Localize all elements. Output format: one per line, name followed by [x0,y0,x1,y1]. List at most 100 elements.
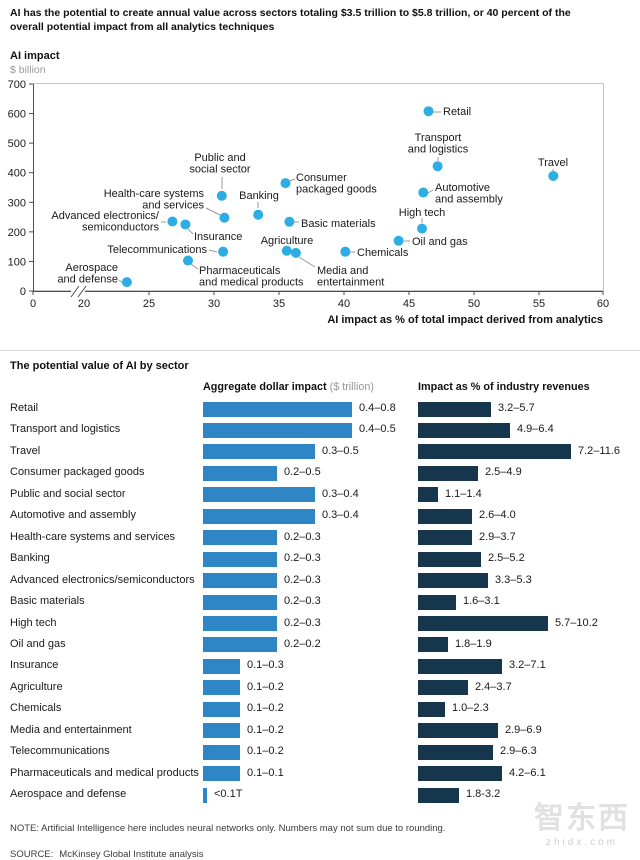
scatter-point-label: Aerospace [65,262,118,274]
scatter-point-label: and medical products [199,277,304,289]
dollar-impact-bar [203,465,277,481]
scatter-chart: 0 100 200 300 400 500 600 700 0 20 25 30 35 40 45 50 55 6… [8,79,609,310]
dollar-impact-value: <0.1T [214,788,243,801]
sector-label: Basic materials [10,595,85,608]
sector-label: High tech [10,616,57,629]
dollar-impact-bar [203,616,277,631]
pct-revenue-value: 3.2–7.1 [509,659,546,672]
zhidx-watermark-url: zhidx.com [545,837,618,848]
sector-label: Agriculture [10,680,63,693]
scatter-point [423,106,434,117]
pct-revenue-value: 2.5–4.9 [485,466,522,479]
scatter-point [218,246,229,257]
dollar-impact-value: 0.3–0.5 [322,444,359,457]
pct-revenue-bar [418,444,571,460]
dollar-impact-value: 0.2–0.3 [284,573,321,586]
dollar-impact-bar [203,487,315,503]
scatter-point [418,187,429,198]
dollar-impact-value: 0.1–0.2 [247,745,284,758]
pct-revenue-value: 3.2–5.7 [498,402,535,414]
dollar-impact-bar [203,723,240,739]
scatter-point-label: packaged goods [296,184,377,196]
column-header-pct-revenues: Impact as % of industry revenues [418,381,590,393]
x-tick-label: 60 [597,298,609,310]
pct-revenue-value: 2.4–3.7 [475,680,512,693]
scatter-y-axis-title: AI impact [10,50,60,62]
sector-label: Banking [10,552,50,565]
x-tick-label: 30 [208,298,220,310]
scatter-point-label: social sector [189,164,250,176]
scatter-point-label: Media and [317,265,368,277]
axis-break-slash [77,285,87,298]
sector-label: Telecommunications [10,745,110,758]
y-tick-label: 0 [20,286,26,298]
dollar-impact-value: 0.1–0.1 [247,766,284,779]
dollar-impact-value: 0.1–0.2 [247,702,284,715]
scatter-point-label: Travel [538,157,568,169]
dollar-impact-bar [203,766,240,782]
pct-revenue-bar [418,766,502,782]
pct-revenue-bar [418,680,468,696]
pct-revenue-bar [418,508,472,524]
dollar-impact-value: 0.3–0.4 [322,487,359,500]
scatter-point-label: Basic materials [301,218,376,230]
pct-revenue-value: 1.1–1.4 [445,487,482,500]
pct-revenue-bar [418,701,445,717]
scatter-point [417,223,427,234]
scatter-point [340,246,351,257]
pct-revenue-value: 5.7–10.2 [555,616,598,629]
pct-revenue-value: 1.6–3.1 [463,595,500,608]
sector-label: Health-care systems and services [10,530,176,543]
pct-revenue-bar [418,530,472,546]
pct-revenue-value: 4.9–6.4 [517,423,554,436]
dollar-impact-bar [203,444,315,460]
dollar-impact-bar [203,530,277,546]
y-tick-label: 300 [8,197,26,209]
scatter-point-label: and assembly [435,194,503,206]
scatter-point [216,190,227,201]
label-connector [205,207,221,216]
scatter-point [121,277,132,288]
dollar-impact-bar [203,573,277,589]
dollar-impact-value: 0.1–0.2 [247,723,284,736]
pct-revenue-value: 4.2–6.1 [509,766,546,779]
scatter-point-label: Health-care systems [104,188,205,200]
pct-revenue-bar [418,594,456,610]
sector-label: Aerospace and defense [10,788,127,801]
x-tick-label: 35 [273,298,285,310]
scatter-point-label: Public and [194,152,245,164]
x-tick-label: 20 [78,298,90,310]
scatter-point [180,219,191,230]
scatter-point-label: Pharmaceuticals [199,265,281,277]
section-divider [0,350,640,351]
pct-revenue-bar [418,422,510,438]
pct-revenue-bar [418,616,548,631]
scatter-point [548,170,559,181]
sector-label: Pharmaceuticals and medical products [10,766,199,779]
sector-label: Travel [10,444,41,457]
scatter-y-axis-unit: $ billion [10,64,46,76]
label-connector [190,263,199,270]
axis-break-mask [71,288,85,295]
dollar-impact-bar [203,658,240,674]
dollar-impact-value: 0.2–0.3 [284,616,321,629]
pct-revenue-bar [418,658,502,674]
pct-revenue-value: 3.3–5.3 [495,573,532,586]
dollar-impact-bar [203,401,352,417]
scatter-point-label: Transport [415,132,462,144]
pct-revenue-value: 1.0–2.3 [452,702,489,715]
scatter-point-label: and logistics [408,144,469,156]
dollar-impact-bar [203,422,352,438]
dollar-impact-value: 0.4–0.5 [359,423,396,436]
pct-revenue-bar [418,573,488,589]
dollar-impact-bar [203,508,315,524]
sector-label: Advanced electronics/semiconductors [10,573,195,586]
label-connector [427,189,434,194]
x-tick-label: 55 [533,298,545,310]
dollar-impact-value: 0.1–0.3 [247,659,284,672]
pct-revenue-bar [418,723,498,739]
pct-revenue-bar [418,465,478,481]
bar-section-title: The potential value of AI by sector [10,360,189,372]
scatter-point [393,235,404,246]
sector-label: Oil and gas [10,637,66,650]
